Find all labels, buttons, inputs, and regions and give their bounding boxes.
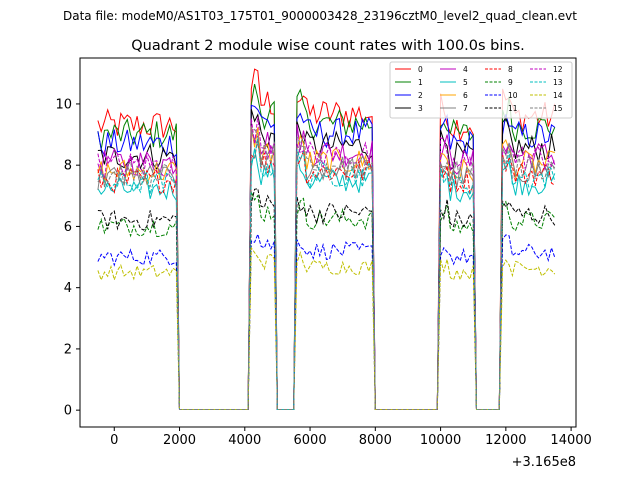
- y-tick-label: 2: [64, 342, 72, 357]
- chart-title: Quadrant 2 module wise count rates with …: [131, 38, 525, 54]
- chart-suptitle: Data file: modeM0/AS1T03_175T01_90000034…: [63, 9, 577, 23]
- series-line-8: [97, 138, 556, 410]
- legend-label: 15: [553, 104, 563, 113]
- x-offset-label: +3.165e8: [512, 455, 576, 470]
- series-line-13: [97, 137, 556, 410]
- legend-label: 2: [418, 91, 423, 100]
- series-line-11: [97, 188, 556, 410]
- legend-label: 4: [463, 65, 468, 74]
- x-tick-label: 0: [110, 433, 118, 448]
- legend-label: 13: [553, 78, 563, 87]
- legend-label: 6: [463, 91, 468, 100]
- y-tick-label: 0: [64, 404, 72, 419]
- series-line-5: [97, 148, 556, 410]
- legend-label: 8: [508, 65, 513, 74]
- y-tick-label: 8: [64, 159, 72, 174]
- legend-label: 0: [418, 65, 423, 74]
- legend-label: 14: [553, 91, 563, 100]
- x-tick-label: 12000: [485, 433, 526, 448]
- series-line-15: [97, 126, 556, 410]
- series-line-0: [97, 68, 556, 410]
- legend-label: 9: [508, 78, 513, 87]
- legend-label: 1: [418, 78, 423, 87]
- legend-box: [389, 61, 573, 119]
- legend-label: 5: [463, 78, 468, 87]
- legend-label: 11: [508, 104, 518, 113]
- series-line-14: [97, 246, 556, 410]
- legend-label: 12: [553, 65, 563, 74]
- ticks-layer: 0 2000 4000 6000 8000 10000 12000 14000 0 2 4 6 8 10: [55, 97, 591, 448]
- legend-label: 3: [418, 104, 423, 113]
- legend-label: 10: [508, 91, 518, 100]
- y-tick-label: 4: [64, 281, 72, 296]
- x-tick-label: 10000: [420, 433, 461, 448]
- axes-frame: [79, 57, 577, 428]
- x-tick-label: 4000: [228, 433, 261, 448]
- series-line-9: [97, 191, 556, 410]
- series-line-10: [97, 232, 556, 410]
- legend-label: 7: [463, 104, 468, 113]
- y-tick-label: 6: [64, 220, 72, 235]
- y-tick-label: 10: [55, 97, 72, 112]
- x-tick-label: 2000: [163, 433, 196, 448]
- x-tick-label: 14000: [550, 433, 591, 448]
- series-layer: [97, 68, 556, 410]
- x-tick-label: 6000: [294, 433, 327, 448]
- x-tick-label: 8000: [359, 433, 392, 448]
